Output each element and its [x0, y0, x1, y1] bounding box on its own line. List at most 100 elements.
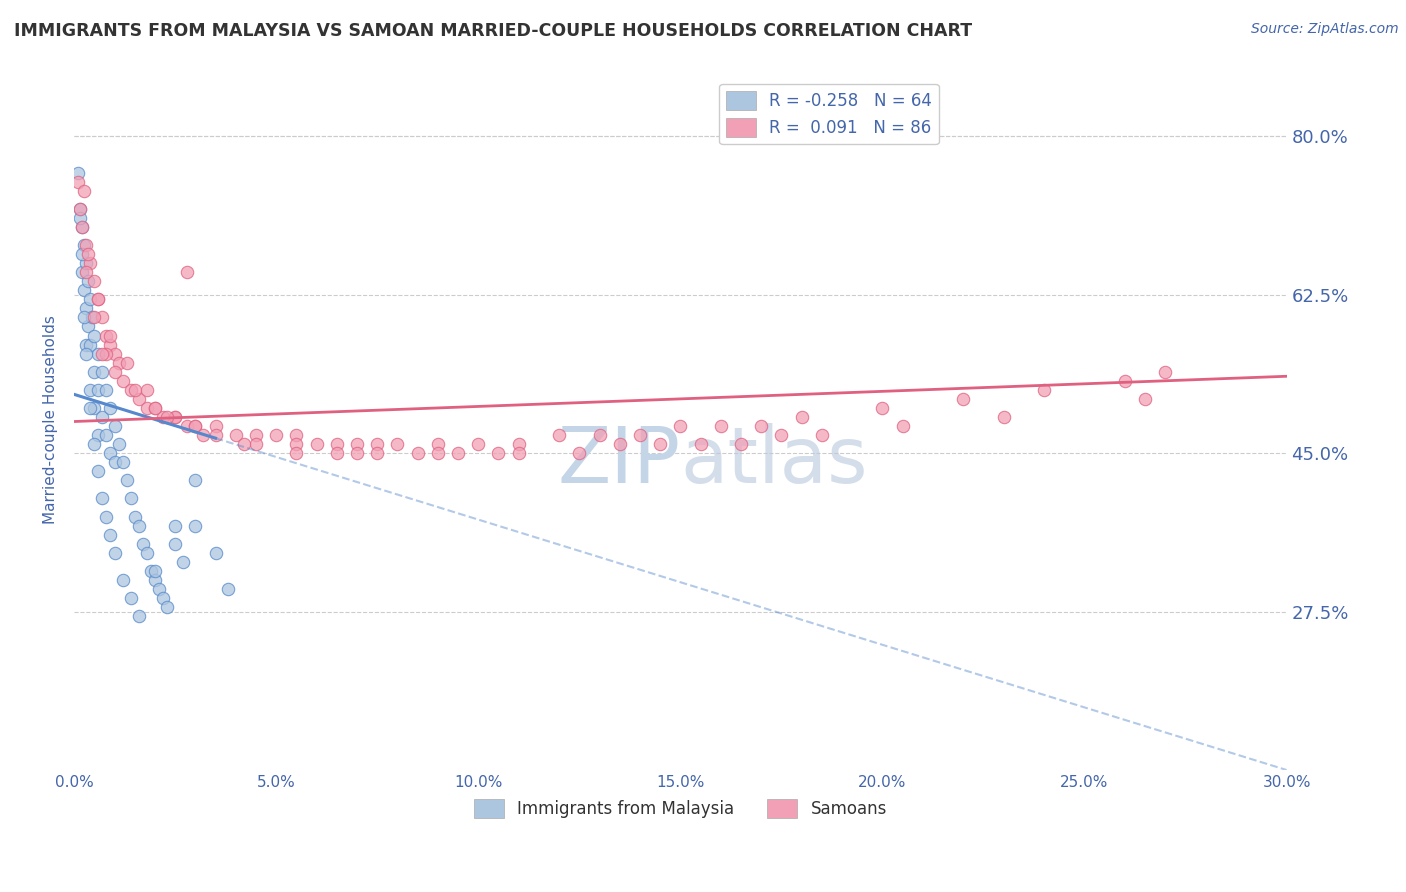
Point [193, 428, 215, 442]
Text: ZIP: ZIP [557, 424, 681, 500]
Point [124, 383, 146, 397]
Point [87, 383, 110, 397]
Point [70, 219, 93, 234]
Point [120, 383, 142, 397]
Point [217, 582, 239, 596]
Point [143, 401, 166, 415]
Point [245, 437, 267, 451]
Point [366, 446, 388, 460]
Point [204, 419, 226, 434]
Point [1033, 383, 1056, 397]
Point [156, 409, 179, 424]
Point [152, 591, 174, 605]
Point [100, 337, 122, 351]
Point [326, 446, 349, 460]
Point [75, 265, 97, 279]
Point [135, 546, 157, 560]
Point [204, 546, 226, 560]
Point [103, 546, 125, 560]
Point [111, 573, 134, 587]
Point [69, 211, 91, 225]
Point [103, 365, 125, 379]
Point [82, 310, 104, 325]
Point [83, 401, 105, 415]
Point [79, 337, 101, 351]
Point [326, 437, 349, 451]
Point [568, 446, 591, 460]
Point [1154, 365, 1177, 379]
Point [70, 265, 93, 279]
Point [387, 437, 409, 451]
Point [75, 301, 97, 316]
Point [107, 437, 129, 451]
Point [87, 428, 110, 442]
Point [67, 175, 90, 189]
Point [467, 437, 489, 451]
Point [70, 247, 93, 261]
Point [75, 346, 97, 360]
Point [135, 401, 157, 415]
Point [73, 310, 96, 325]
Point [115, 356, 138, 370]
Point [73, 238, 96, 252]
Point [143, 564, 166, 578]
Point [730, 437, 752, 451]
Point [120, 591, 142, 605]
Point [204, 428, 226, 442]
Point [69, 202, 91, 216]
Point [508, 446, 530, 460]
Legend: Immigrants from Malaysia, Samoans: Immigrants from Malaysia, Samoans [467, 792, 894, 825]
Point [810, 428, 832, 442]
Point [79, 293, 101, 307]
Point [91, 365, 114, 379]
Point [488, 446, 510, 460]
Point [103, 419, 125, 434]
Point [508, 437, 530, 451]
Point [87, 293, 110, 307]
Point [96, 509, 118, 524]
Point [650, 437, 672, 451]
Point [73, 184, 96, 198]
Point [91, 310, 114, 325]
Text: atlas: atlas [681, 424, 868, 500]
Point [79, 383, 101, 397]
Point [548, 428, 571, 442]
Point [83, 328, 105, 343]
Point [100, 401, 122, 415]
Point [176, 419, 198, 434]
Point [305, 437, 328, 451]
Point [83, 365, 105, 379]
Point [103, 455, 125, 469]
Point [628, 428, 651, 442]
Point [79, 256, 101, 270]
Point [609, 437, 631, 451]
Point [588, 428, 610, 442]
Text: Source: ZipAtlas.com: Source: ZipAtlas.com [1251, 22, 1399, 37]
Point [165, 537, 187, 551]
Point [83, 437, 105, 451]
Point [184, 419, 207, 434]
Point [128, 392, 150, 406]
Point [148, 582, 170, 596]
Point [165, 518, 187, 533]
Point [77, 319, 100, 334]
Point [79, 401, 101, 415]
Point [120, 491, 142, 506]
Point [232, 437, 254, 451]
Point [156, 600, 179, 615]
Point [87, 464, 110, 478]
Point [91, 409, 114, 424]
Text: IMMIGRANTS FROM MALAYSIA VS SAMOAN MARRIED-COUPLE HOUSEHOLDS CORRELATION CHART: IMMIGRANTS FROM MALAYSIA VS SAMOAN MARRI… [14, 22, 972, 40]
Point [406, 446, 429, 460]
Point [128, 609, 150, 624]
Point [176, 265, 198, 279]
Point [689, 437, 711, 451]
Point [124, 509, 146, 524]
Point [366, 437, 388, 451]
Point [346, 437, 368, 451]
Point [100, 446, 122, 460]
Point [103, 346, 125, 360]
Point [346, 446, 368, 460]
Point [91, 491, 114, 506]
Point [75, 256, 97, 270]
